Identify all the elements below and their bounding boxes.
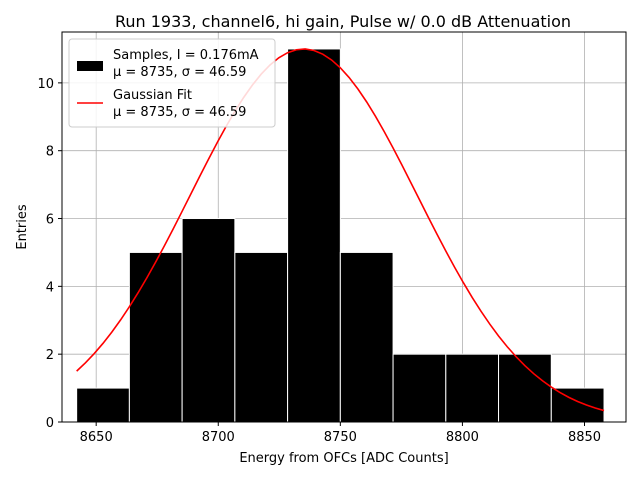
- y-tick-label: 10: [37, 77, 54, 92]
- legend-samples-stats: μ = 8735, σ = 46.59: [113, 65, 246, 80]
- histogram-bar: [234, 251, 289, 423]
- chart-title: Run 1933, channel6, hi gain, Pulse w/ 0.…: [115, 12, 571, 31]
- y-tick-label: 0: [46, 416, 54, 431]
- gaussian-fit-line: [76, 48, 605, 412]
- legend-fit-label: Gaussian Fit: [113, 88, 192, 103]
- histogram-bar: [128, 251, 183, 423]
- legend: Samples, I = 0.176mA μ = 8735, σ = 46.59…: [68, 38, 276, 128]
- histogram-bar: [392, 353, 447, 423]
- x-tick-label: 8750: [324, 430, 357, 445]
- x-tick-label: 8800: [446, 430, 479, 445]
- histogram-bar: [287, 48, 341, 423]
- histogram-bar: [339, 251, 394, 423]
- histogram-bar: [181, 218, 236, 423]
- histogram-bars: [76, 48, 605, 423]
- x-tick-label: 8650: [80, 430, 113, 445]
- x-tick-label: 8700: [202, 430, 235, 445]
- y-axis-label: Entries: [15, 204, 30, 250]
- y-tick-label: 6: [46, 213, 54, 228]
- plot-frame: [61, 31, 627, 423]
- legend-samples-label: Samples, I = 0.176mA: [113, 48, 259, 63]
- y-tick-label: 4: [46, 280, 54, 295]
- x-axis-ticks: 8650 8700 8750 8800 8850: [80, 422, 601, 445]
- x-axis-label: Energy from OFCs [ADC Counts]: [239, 451, 448, 466]
- y-tick-label: 8: [46, 145, 54, 160]
- histogram-bar: [498, 353, 552, 423]
- legend-swatch-samples: [77, 61, 103, 71]
- histogram-bar: [76, 387, 130, 423]
- legend-fit-stats: μ = 8735, σ = 46.59: [113, 105, 246, 120]
- legend-box: [68, 38, 276, 128]
- y-axis-ticks: 0 2 4 6 8 10: [37, 77, 62, 431]
- histogram-bar: [445, 353, 500, 423]
- y-tick-label: 2: [46, 348, 54, 363]
- histogram-bar: [550, 387, 605, 423]
- x-tick-label: 8850: [568, 430, 601, 445]
